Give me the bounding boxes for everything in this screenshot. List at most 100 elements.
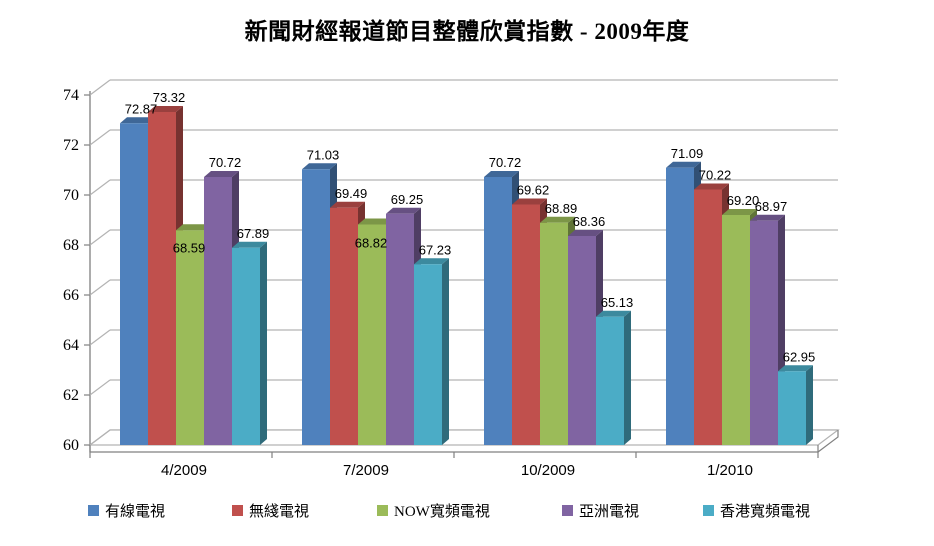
bar-front-face bbox=[358, 224, 386, 445]
value-label: 71.03 bbox=[307, 147, 340, 162]
legend-swatch bbox=[562, 505, 573, 516]
value-label: 68.82 bbox=[355, 236, 388, 251]
value-label: 71.09 bbox=[671, 146, 704, 161]
legend-item-有線電視: 有線電視 bbox=[88, 503, 165, 520]
value-label: 67.89 bbox=[237, 226, 270, 241]
bar-top-face bbox=[722, 209, 757, 215]
bar-top-face bbox=[694, 183, 729, 190]
bar-front-face bbox=[330, 207, 358, 445]
legend-item-亞洲電視: 亞洲電視 bbox=[562, 503, 639, 520]
y-depth-connector bbox=[89, 329, 111, 346]
y-depth-connector bbox=[89, 129, 111, 146]
bar-香港寬頻電視-10/2009 bbox=[596, 310, 631, 445]
x-axis-label: 10/2009 bbox=[521, 462, 575, 479]
bar-top-face bbox=[512, 198, 547, 205]
value-label: 65.13 bbox=[601, 295, 634, 310]
legend-swatch bbox=[377, 505, 388, 516]
bar-front-face bbox=[148, 112, 176, 445]
bar-top-face bbox=[484, 171, 519, 177]
bar-top-face bbox=[330, 201, 365, 208]
chart-title: 新聞財經報道節目整體欣賞指數 - 2009年度 bbox=[244, 19, 690, 44]
value-label: 67.23 bbox=[419, 242, 452, 257]
bar-front-face bbox=[120, 123, 148, 445]
bar-top-face bbox=[358, 218, 393, 225]
bar-side-face bbox=[442, 258, 449, 445]
bar-top-face bbox=[232, 241, 267, 248]
y-axis-label: 66 bbox=[63, 287, 79, 304]
y-depth-connector bbox=[89, 229, 111, 246]
legend-item-無綫電視: 無綫電視 bbox=[232, 503, 309, 520]
value-label: 72.87 bbox=[125, 101, 158, 116]
bar-front-face bbox=[386, 213, 414, 445]
legend-label: 亞洲電視 bbox=[579, 503, 639, 520]
legend-label: 香港寬頻電視 bbox=[720, 502, 810, 520]
bar-front-face bbox=[778, 371, 806, 445]
bar-side-face bbox=[624, 310, 631, 445]
y-depth-connector bbox=[89, 179, 111, 196]
legend-label: 無綫電視 bbox=[249, 503, 309, 520]
bar-front-face bbox=[204, 177, 232, 445]
value-label: 70.72 bbox=[489, 155, 522, 170]
value-label: 70.72 bbox=[209, 155, 242, 170]
bar-top-face bbox=[176, 224, 211, 231]
bar-top-face bbox=[778, 365, 813, 372]
y-axis-label: 74 bbox=[63, 87, 79, 104]
y-axis-label: 70 bbox=[63, 187, 79, 204]
y-depth-connector bbox=[89, 79, 111, 96]
legend-item-NOW寬頻電視: NOW寬頻電視 bbox=[377, 502, 490, 520]
y-axis-label: 72 bbox=[63, 137, 79, 154]
value-label: 73.32 bbox=[153, 90, 186, 105]
x-axis-label: 7/2009 bbox=[343, 462, 389, 479]
legend-swatch bbox=[703, 505, 714, 516]
bar-front-face bbox=[414, 264, 442, 445]
bar-top-face bbox=[148, 106, 183, 112]
bar-front-face bbox=[596, 316, 624, 445]
y-axis-label: 60 bbox=[63, 437, 79, 454]
bar-front-face bbox=[694, 189, 722, 445]
bar-side-face bbox=[260, 241, 267, 445]
value-label: 69.25 bbox=[391, 192, 424, 207]
bar-front-face bbox=[722, 215, 750, 445]
bar-top-face bbox=[204, 171, 239, 177]
y-depth-connector bbox=[89, 279, 111, 296]
bar-top-face bbox=[596, 310, 631, 317]
legend-item-香港寬頻電視: 香港寬頻電視 bbox=[703, 502, 810, 520]
value-label: 68.36 bbox=[573, 214, 606, 229]
value-label: 68.97 bbox=[755, 199, 788, 214]
x-axis-label: 1/2010 bbox=[707, 462, 753, 479]
bar-front-face bbox=[666, 167, 694, 445]
bar-front-face bbox=[540, 222, 568, 445]
value-label: 62.95 bbox=[783, 349, 816, 364]
value-label: 70.22 bbox=[699, 168, 732, 183]
legend-label: NOW寬頻電視 bbox=[394, 502, 490, 520]
bar-top-face bbox=[414, 258, 449, 265]
bar-front-face bbox=[568, 236, 596, 445]
legend-swatch bbox=[88, 505, 99, 516]
value-label: 69.49 bbox=[335, 186, 368, 201]
y-axis-label: 62 bbox=[63, 387, 79, 404]
bar-top-face bbox=[386, 207, 421, 214]
y-axis-label: 68 bbox=[63, 237, 79, 254]
bar-front-face bbox=[176, 230, 204, 445]
y-axis-label: 64 bbox=[63, 337, 79, 354]
value-label: 69.62 bbox=[517, 183, 550, 198]
bar-top-face bbox=[750, 214, 785, 221]
bar-top-face bbox=[120, 117, 155, 124]
bar-front-face bbox=[512, 204, 540, 445]
value-label: 68.89 bbox=[545, 201, 578, 216]
bar-front-face bbox=[484, 177, 512, 445]
bar-香港寬頻電視-7/2009 bbox=[414, 258, 449, 445]
bar-front-face bbox=[750, 220, 778, 445]
y-depth-connector bbox=[89, 429, 111, 446]
bar-top-face bbox=[540, 216, 575, 223]
legend-label: 有線電視 bbox=[105, 503, 165, 520]
bar-香港寬頻電視-1/2010 bbox=[778, 365, 813, 445]
legend-swatch bbox=[232, 505, 243, 516]
bar-front-face bbox=[232, 247, 260, 445]
bar-香港寬頻電視-4/2009 bbox=[232, 241, 267, 445]
y-depth-connector bbox=[89, 379, 111, 396]
x-axis-label: 4/2009 bbox=[161, 462, 207, 479]
bar-亞洲電視-10/2009 bbox=[568, 230, 603, 445]
